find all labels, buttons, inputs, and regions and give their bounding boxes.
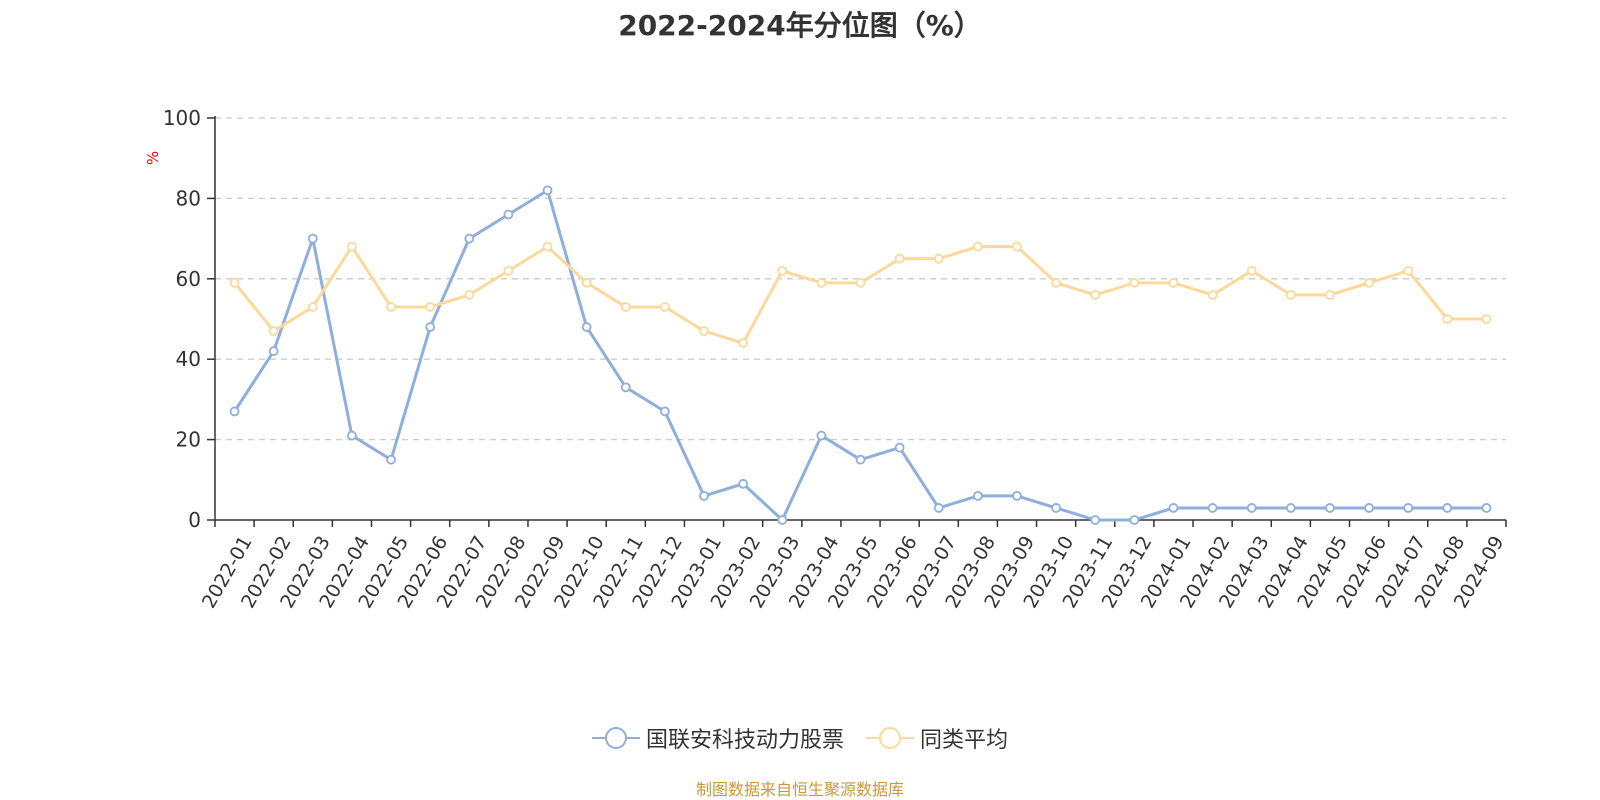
data-point [1168, 277, 1179, 288]
legend-circle [879, 727, 901, 749]
y-tick-label: 0 [188, 508, 201, 532]
data-point [1090, 289, 1101, 300]
data-point [972, 490, 983, 501]
series-line-1 [233, 188, 1487, 522]
data-point [1207, 503, 1218, 513]
data-point [464, 289, 475, 300]
y-tick-label: 20 [176, 428, 201, 452]
data-point [307, 233, 318, 244]
source-note: 制图数据来自恒生聚源数据库 [695, 780, 904, 799]
data-point [268, 346, 279, 357]
y-tick-labels: 0 20 40 60 80 100 [163, 106, 201, 532]
data-point [855, 277, 866, 288]
data-point [386, 302, 396, 312]
data-point [1325, 289, 1335, 300]
data-point [1364, 277, 1374, 288]
legend-label: 同类平均 [920, 728, 1009, 753]
data-point [855, 454, 866, 465]
data-point [894, 442, 905, 453]
data-point [503, 209, 514, 220]
data-point [699, 490, 709, 501]
data-point [972, 241, 983, 252]
data-point [229, 277, 240, 288]
data-point [738, 478, 749, 489]
data-point [1403, 265, 1414, 276]
legend: 国联安科技动力股票 同类平均 [0, 722, 1600, 754]
data-point [1129, 515, 1140, 525]
data-point [1364, 503, 1374, 513]
y-tick-label: 100 [163, 106, 201, 130]
data-point [699, 326, 709, 336]
data-point [1481, 503, 1492, 513]
data-point [777, 515, 788, 525]
data-point [894, 253, 905, 264]
data-point [1090, 515, 1101, 525]
data-point [933, 253, 944, 264]
y-tick-label: 40 [176, 347, 201, 371]
data-point [1481, 314, 1492, 324]
data-point [1168, 503, 1179, 513]
data-point [620, 302, 631, 312]
data-point [816, 430, 827, 441]
chart-title: 2022-2024年分位图（%） [618, 9, 982, 42]
legend-item-1[interactable]: 国联安科技动力股票 [591, 722, 844, 754]
y-tick-label: 80 [176, 186, 201, 210]
data-point [1012, 241, 1022, 252]
data-point [1012, 490, 1022, 501]
data-point [1285, 503, 1296, 513]
data-point [347, 241, 357, 252]
series-lines [233, 188, 1487, 522]
data-point [933, 503, 944, 513]
data-point [425, 302, 436, 312]
data-point [542, 241, 553, 252]
series-points [229, 185, 1492, 525]
data-point [347, 430, 357, 441]
legend-label: 国联安科技动力股票 [645, 728, 844, 753]
data-point [1246, 503, 1257, 513]
series-line-2 [233, 245, 1487, 345]
data-point [307, 302, 318, 312]
data-point [464, 233, 475, 244]
data-point [738, 338, 749, 349]
data-point [1325, 503, 1335, 513]
data-point [620, 382, 631, 393]
y-tick-label: 60 [176, 267, 201, 291]
data-point [1442, 314, 1453, 324]
axes [207, 116, 1507, 527]
data-point [542, 185, 553, 196]
data-point [425, 322, 436, 332]
data-point [1207, 289, 1218, 300]
data-point [1246, 265, 1257, 276]
legend-circle [604, 727, 627, 749]
legend-item-2[interactable]: 同类平均 [866, 722, 1008, 754]
data-point [581, 277, 592, 288]
data-point [503, 265, 514, 276]
data-point [1051, 277, 1062, 288]
data-point [1051, 503, 1062, 513]
data-point [581, 322, 592, 332]
data-point [777, 265, 788, 276]
data-point [659, 406, 670, 417]
y-axis-label-group: % [144, 151, 162, 165]
data-point [1403, 503, 1414, 513]
data-point [1285, 289, 1296, 300]
legend-marker-icon [591, 727, 640, 749]
data-point [1442, 503, 1453, 513]
legend-marker-icon [866, 727, 914, 749]
data-point [386, 454, 396, 465]
data-point [229, 406, 240, 417]
x-tick-labels: 2022-012022-022022-032022-042022-052022-… [198, 532, 1509, 612]
data-point [816, 277, 827, 288]
data-point [268, 326, 279, 336]
data-point [659, 302, 670, 312]
y-axis-label: % [144, 151, 162, 165]
data-point [1129, 277, 1140, 288]
